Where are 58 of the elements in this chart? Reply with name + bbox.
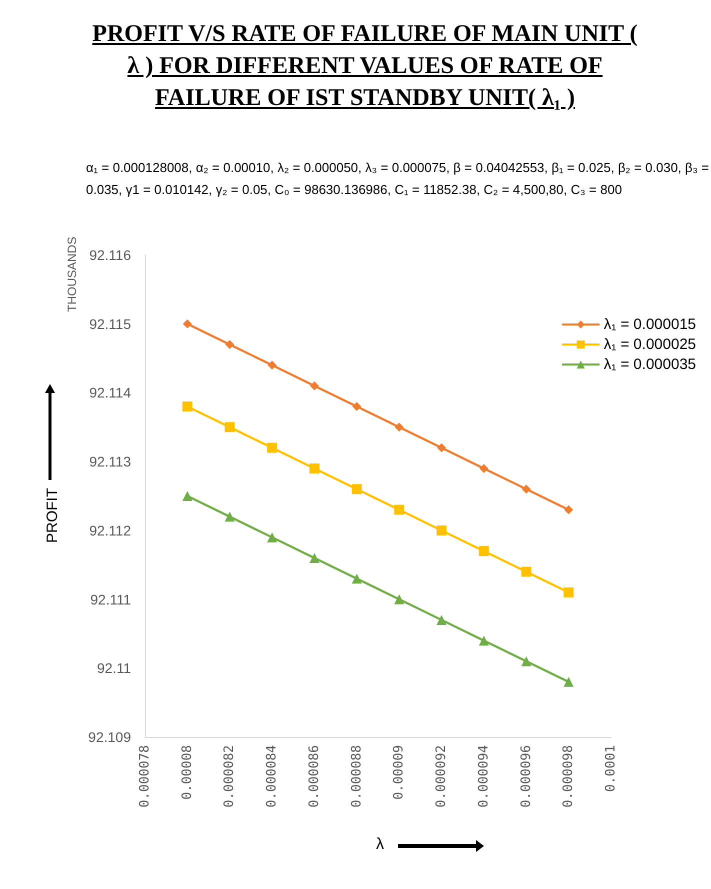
point	[182, 401, 192, 412]
point	[521, 566, 532, 577]
x-tick-label: 0.000084	[264, 744, 280, 808]
x-tick-label: 0.000094	[476, 744, 492, 808]
point	[394, 422, 404, 432]
point	[521, 656, 532, 666]
y-tick-label: 92.111	[90, 591, 132, 608]
x-tick-label: 0.000082	[222, 745, 238, 808]
point	[394, 504, 404, 515]
chart-title: PROFIT V/S RATE OF FAILURE OF MAIN UNIT ( λ ) FOR DIFFERENT VALUES OF RATE OF FAILURE OF IST STANDBY UNIT( λ₁ )	[91, 20, 639, 113]
point	[309, 552, 320, 563]
point	[352, 574, 362, 584]
legend-label: λ₁ = 0.000035	[604, 356, 696, 373]
point	[182, 319, 192, 328]
point	[564, 587, 574, 598]
chart-subtitle: α₁ = 0.000128008, α₂ = 0.00010, λ₂ = 0.000050, λ₃ = 0.000075, β = 0.04042553, β₁ = 0.025, β₂ = 0.030, β₃ = 0.035, γ1 = 0.010142, γ₂ = 0.05, C₀ = 98630.136986, C₁ = 11852.38, C₂ = 4,500,80, C₃ = 800	[86, 159, 710, 199]
x-tick-label: 0.000078	[138, 745, 152, 808]
x-tick-label: 0.000092	[434, 745, 450, 808]
y-tick-label: 92.113	[89, 454, 132, 470]
y-tick-label: 92.112	[89, 522, 132, 538]
legend-label: λ₁ = 0.000025	[604, 336, 696, 353]
point	[479, 464, 488, 473]
point	[522, 484, 531, 494]
point	[268, 360, 277, 370]
point	[267, 532, 278, 542]
point	[225, 340, 234, 350]
x-tick-label: 0.00009	[392, 745, 407, 800]
point	[394, 594, 404, 604]
x-tick-label: 0.000098	[561, 745, 576, 808]
y-tick-label: 92.114	[89, 384, 132, 401]
y-tick-label: 92.11	[97, 660, 132, 676]
point	[478, 546, 489, 556]
legend-label: λ₁ = 0.000015	[604, 316, 696, 333]
point	[224, 512, 235, 522]
point	[478, 636, 489, 646]
point	[437, 443, 446, 452]
point	[564, 676, 574, 687]
point	[182, 491, 192, 501]
point	[309, 463, 320, 474]
point	[352, 484, 362, 494]
text: THOUSANDS	[65, 236, 79, 312]
y-tick-label: 92.116	[89, 247, 132, 263]
x-tick-label: 0.0001	[604, 745, 618, 792]
point	[310, 381, 319, 390]
x-tick-label: 0.000096	[518, 745, 534, 808]
point	[436, 525, 447, 536]
point	[224, 422, 235, 432]
point	[352, 402, 362, 411]
y-axis-title: PROFIT	[44, 488, 61, 543]
x-tick-label: 0.000086	[306, 745, 322, 808]
y-tick-label: 92.109	[88, 729, 132, 745]
point	[564, 505, 574, 514]
point	[436, 614, 447, 625]
x-axis-title: λ	[376, 836, 384, 854]
x-tick-label: 0.00008	[180, 745, 195, 800]
point	[267, 442, 278, 453]
y-tick-label: 92.115	[89, 316, 132, 332]
x-tick-label: 0.000088	[349, 745, 364, 808]
